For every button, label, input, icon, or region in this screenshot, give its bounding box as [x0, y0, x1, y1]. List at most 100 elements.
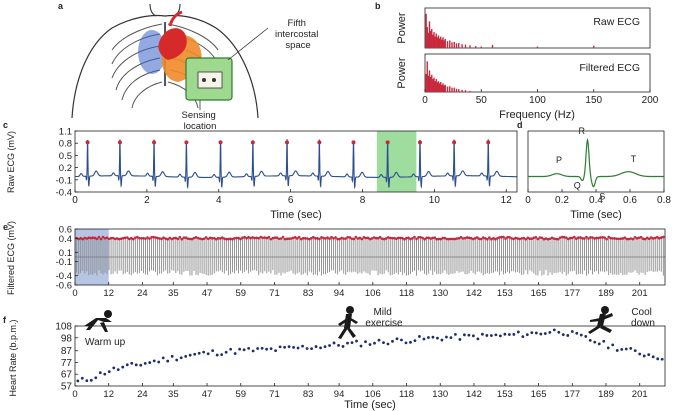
filtered-ecg-trace — [75, 236, 665, 276]
spectrum-bar — [449, 86, 451, 92]
spectrum-bar — [429, 30, 432, 48]
heart-rate-point — [647, 353, 651, 357]
r-peak-marker — [89, 236, 93, 240]
x-tick-label: 71 — [269, 288, 280, 299]
spectrum-bar — [469, 45, 471, 48]
r-peak-marker — [184, 236, 188, 240]
r-peak-marker — [607, 235, 610, 239]
heart-rate-point — [557, 330, 561, 334]
r-peak-marker — [255, 236, 259, 240]
spectrum-bar — [441, 39, 443, 48]
r-peak-marker — [479, 237, 483, 241]
r-peak-marker — [623, 236, 627, 239]
activity-mild-exercise: Mild exercise — [365, 307, 403, 329]
r-peak-marker — [317, 140, 322, 145]
r-peak-marker — [148, 237, 151, 240]
spectrum-bar — [455, 43, 458, 48]
r-peak-marker — [237, 236, 240, 240]
r-peak-marker — [142, 236, 145, 240]
r-peak-marker — [492, 236, 495, 240]
r-peak-marker — [411, 236, 414, 240]
heart-rate-point — [656, 357, 660, 361]
r-peak-marker — [249, 236, 252, 240]
heart-rate-point — [382, 341, 385, 345]
r-peak-marker — [125, 236, 129, 239]
heart-rate-point — [188, 353, 192, 357]
r-peak-marker — [520, 237, 524, 240]
heart-rate-point — [211, 349, 215, 353]
r-peak-marker — [200, 237, 204, 241]
x-tick-label: 142 — [466, 389, 482, 400]
heart-rate-point — [579, 333, 583, 337]
heart-rate-point — [485, 334, 489, 337]
x-tick-label: 118 — [399, 389, 414, 400]
r-peak-marker — [605, 237, 608, 241]
r-peak-marker — [144, 237, 147, 240]
r-peak-marker — [655, 235, 659, 239]
heart-rate-point — [152, 359, 156, 363]
heart-rate-point — [525, 333, 529, 337]
raw-ecg-frame — [74, 130, 518, 193]
heart-rate-point — [76, 379, 80, 383]
r-peak-marker — [390, 236, 394, 240]
r-peak-marker — [352, 237, 356, 241]
heart-rate-point — [561, 333, 565, 337]
y-tick-label: 98 — [61, 333, 73, 344]
spectrum-bar — [461, 44, 463, 48]
r-peak-marker — [212, 236, 216, 240]
x-tick-label: 177 — [564, 389, 580, 400]
r-peak-marker — [285, 140, 290, 145]
y-tick-label: 87 — [61, 346, 73, 357]
x-tick-label: 0 — [72, 195, 78, 206]
r-peak-marker — [250, 140, 255, 145]
r-peak-marker — [368, 237, 372, 241]
r-peak-marker — [152, 235, 155, 239]
r-peak-marker — [568, 236, 572, 240]
r-peak-marker — [85, 140, 90, 145]
r-peak-marker — [245, 236, 248, 240]
r-peak-marker — [351, 140, 356, 145]
r-peak-marker — [271, 236, 275, 240]
r-peak-marker — [463, 236, 467, 240]
r-peak-marker — [421, 236, 424, 240]
r-peak-marker — [526, 236, 530, 240]
r-peak-marker — [496, 236, 499, 240]
x-tick-label: 24 — [137, 389, 148, 400]
r-peak-marker — [516, 237, 519, 240]
x-tick-label: 35 — [168, 288, 179, 299]
r-peak-marker — [85, 237, 89, 240]
r-peak-marker — [585, 235, 588, 239]
heart-rate-point — [265, 347, 269, 351]
r-peak-marker — [87, 236, 91, 240]
r-peak-marker — [546, 237, 550, 241]
heart-rate-point — [215, 353, 219, 357]
raw-ecg-x-ticks: 0 2 4 6 8 10 12 — [72, 189, 512, 206]
r-peak-marker — [113, 237, 117, 241]
r-peak-marker — [360, 237, 364, 241]
heart-rate-point — [233, 352, 237, 355]
r-peak-marker — [188, 237, 192, 241]
heart-rate-point — [197, 351, 201, 355]
spectrum-bar — [451, 42, 453, 48]
r-peak-marker — [449, 237, 453, 241]
r-peak-marker — [518, 237, 521, 241]
raw-ecg-trace — [75, 139, 517, 190]
r-peak-marker — [490, 237, 493, 241]
panel-e-label: e — [3, 222, 8, 232]
panel-b-label: b — [375, 1, 381, 11]
r-peak-marker — [528, 237, 532, 241]
r-peak-marker — [158, 237, 161, 240]
heart-rate-point — [539, 332, 543, 336]
filtered-ecg-peaks — [75, 235, 665, 241]
spectrum-bar — [441, 84, 443, 92]
r-peak-marker — [107, 237, 111, 241]
spectrum-bar — [428, 21, 431, 48]
r-peak-marker — [293, 236, 297, 239]
r-peak-marker — [105, 236, 109, 239]
r-peak-marker — [93, 236, 97, 240]
heart-rate-point — [220, 353, 224, 357]
r-peak-marker — [267, 235, 271, 239]
x-tick-label: 8 — [360, 195, 366, 206]
r-peak-marker — [645, 236, 649, 240]
r-peak-marker — [134, 236, 137, 239]
